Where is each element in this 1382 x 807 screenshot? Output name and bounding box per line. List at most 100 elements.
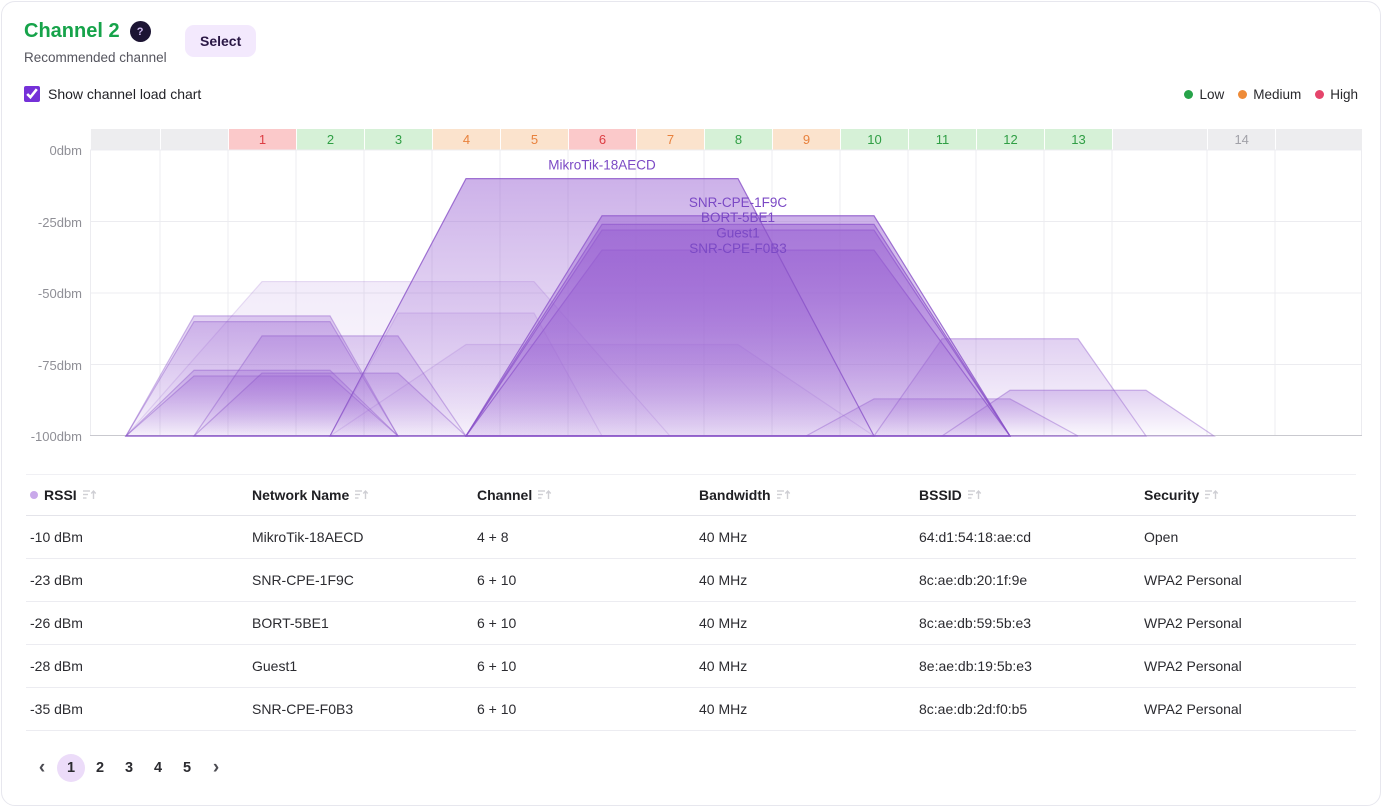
controls-row: Show channel load chart Low Medium High: [24, 86, 1358, 102]
channel-header-cell-1: 1: [228, 129, 296, 150]
cell-bssid: 8c:ae:db:2d:f0:b5: [915, 687, 1140, 731]
pagination-page-1[interactable]: 1: [57, 754, 85, 782]
sort-icon: [776, 489, 790, 499]
y-tick-label: -25dbm: [37, 214, 82, 230]
legend-dot-icon: [1238, 89, 1248, 99]
cell-rssi: -10 dBm: [26, 515, 248, 559]
cell-network: SNR-CPE-F0B3: [248, 687, 473, 731]
cell-rssi: -35 dBm: [26, 687, 248, 731]
channel-header-cell-12: 12: [976, 129, 1044, 150]
rssi-color-dot-icon: [30, 491, 38, 499]
sort-icon: [967, 489, 982, 499]
load-legend: Low Medium High: [1184, 87, 1358, 102]
network-signal-shape: [329, 178, 875, 437]
pagination-page-2[interactable]: 2: [86, 754, 114, 782]
channel-header-cell-6: 6: [568, 129, 636, 150]
legend-item-medium: Medium: [1238, 87, 1301, 102]
show-channel-load-checkbox[interactable]: [24, 86, 40, 102]
table-row: -23 dBm SNR-CPE-1F9C 6 + 10 40 MHz 8c:ae:db:…: [26, 558, 1356, 602]
channel-header-cell-5: 5: [500, 129, 568, 150]
cell-rssi: -28 dBm: [26, 644, 248, 688]
select-channel-button[interactable]: Select: [185, 25, 257, 57]
channel-header-cell-10: 10: [840, 129, 908, 150]
pagination-page-5[interactable]: 5: [173, 754, 201, 782]
sort-icon: [538, 489, 552, 499]
cell-bssid: 8c:ae:db:59:5b:e3: [915, 601, 1140, 645]
column-header-bssid[interactable]: BSSID: [915, 474, 1140, 516]
header-row: Channel 2 ?: [24, 20, 151, 43]
show-chart-checkbox-row: Show channel load chart: [24, 86, 201, 102]
cell-channel: 6 + 10: [473, 644, 695, 688]
channel-header-filler: [1112, 129, 1207, 150]
cell-network: MikroTik-18AECD: [248, 515, 473, 559]
y-tick-label: -100dbm: [30, 429, 82, 444]
network-label: BORT-5BE1: [701, 210, 775, 225]
column-header-security[interactable]: Security: [1140, 474, 1356, 516]
column-header-rssi[interactable]: RSSI: [26, 474, 248, 516]
legend-dot-icon: [1184, 89, 1194, 99]
column-header-channel[interactable]: Channel: [473, 474, 695, 516]
sort-icon: [1205, 489, 1219, 499]
cell-rssi: -23 dBm: [26, 558, 248, 602]
channel-header-cell-3: 3: [364, 129, 432, 150]
cell-channel: 6 + 10: [473, 601, 695, 645]
network-label: SNR-CPE-1F9C: [689, 195, 788, 210]
column-header-network[interactable]: Network Name: [248, 474, 473, 516]
table-header-row: RSSI Network Name Channel Bandwidth BSSID Sec…: [26, 474, 1356, 516]
channel-header-cell-9: 9: [772, 129, 840, 150]
cell-network: BORT-5BE1: [248, 601, 473, 645]
cell-bandwidth: 40 MHz: [695, 601, 915, 645]
cell-bssid: 8c:ae:db:20:1f:9e: [915, 558, 1140, 602]
cell-security: WPA2 Personal: [1140, 558, 1356, 602]
pagination-prev-button[interactable]: ‹: [28, 754, 56, 782]
cell-bssid: 64:d1:54:18:ae:cd: [915, 515, 1140, 559]
spectrum-plot: MikroTik-18AECD SNR-CPE-1F9C BORT-5BE1 Gues…: [90, 149, 1362, 437]
cell-security: Open: [1140, 515, 1356, 559]
channel-header-filler: [160, 129, 228, 150]
table-row: -28 dBm Guest1 6 + 10 40 MHz 8e:ae:db:19:5b:…: [26, 644, 1356, 688]
y-tick-label: -50dbm: [37, 286, 82, 301]
sort-icon: [82, 489, 96, 499]
recommended-channel-subtitle: Recommended channel: [24, 50, 167, 65]
legend-item-low: Low: [1184, 87, 1224, 102]
cell-bandwidth: 40 MHz: [695, 515, 915, 559]
cell-bandwidth: 40 MHz: [695, 558, 915, 602]
cell-bssid: 8e:ae:db:19:5b:e3: [915, 644, 1140, 688]
cell-security: WPA2 Personal: [1140, 644, 1356, 688]
channel-header-cell-7: 7: [636, 129, 704, 150]
pagination-page-4[interactable]: 4: [144, 754, 172, 782]
cell-security: WPA2 Personal: [1140, 687, 1356, 731]
channel-header-filler: [90, 129, 160, 150]
channel-header-filler: [1275, 129, 1362, 150]
channel-header-cell-2: 2: [296, 129, 364, 150]
channel-header-cell-11: 11: [908, 129, 976, 150]
channel-header-cell-4: 4: [432, 129, 500, 150]
cell-network: SNR-CPE-1F9C: [248, 558, 473, 602]
table-row: -35 dBm SNR-CPE-F0B3 6 + 10 40 MHz 8c:ae:db:…: [26, 687, 1356, 731]
cell-network: Guest1: [248, 644, 473, 688]
pagination-next-button[interactable]: ›: [202, 754, 230, 782]
y-tick-label: 0dbm: [49, 143, 82, 158]
legend-item-high: High: [1315, 87, 1358, 102]
cell-bandwidth: 40 MHz: [695, 687, 915, 731]
pagination-page-3[interactable]: 3: [115, 754, 143, 782]
legend-dot-icon: [1315, 89, 1325, 99]
channel-header-cell-13: 13: [1044, 129, 1112, 150]
channel-header-cell-8: 8: [704, 129, 772, 150]
cell-channel: 6 + 10: [473, 687, 695, 731]
y-tick-label: -75dbm: [37, 357, 82, 373]
network-label: Guest1: [716, 226, 760, 241]
network-label: SNR-CPE-F0B3: [689, 241, 787, 256]
cell-channel: 6 + 10: [473, 558, 695, 602]
column-header-bandwidth[interactable]: Bandwidth: [695, 474, 915, 516]
cell-rssi: -26 dBm: [26, 601, 248, 645]
channel-header-cell-14: 14: [1207, 129, 1276, 150]
networks-table-wrap: RSSI Network Name Channel Bandwidth BSSID Sec…: [26, 474, 1356, 731]
help-icon[interactable]: ?: [129, 21, 151, 42]
channel-header-row: 1 2 3 4 5 6 7 8 9 10 11 12 13 14: [90, 129, 1362, 150]
pagination: ‹ 1 2 3 4 5 ›: [28, 754, 230, 782]
cell-bandwidth: 40 MHz: [695, 644, 915, 688]
